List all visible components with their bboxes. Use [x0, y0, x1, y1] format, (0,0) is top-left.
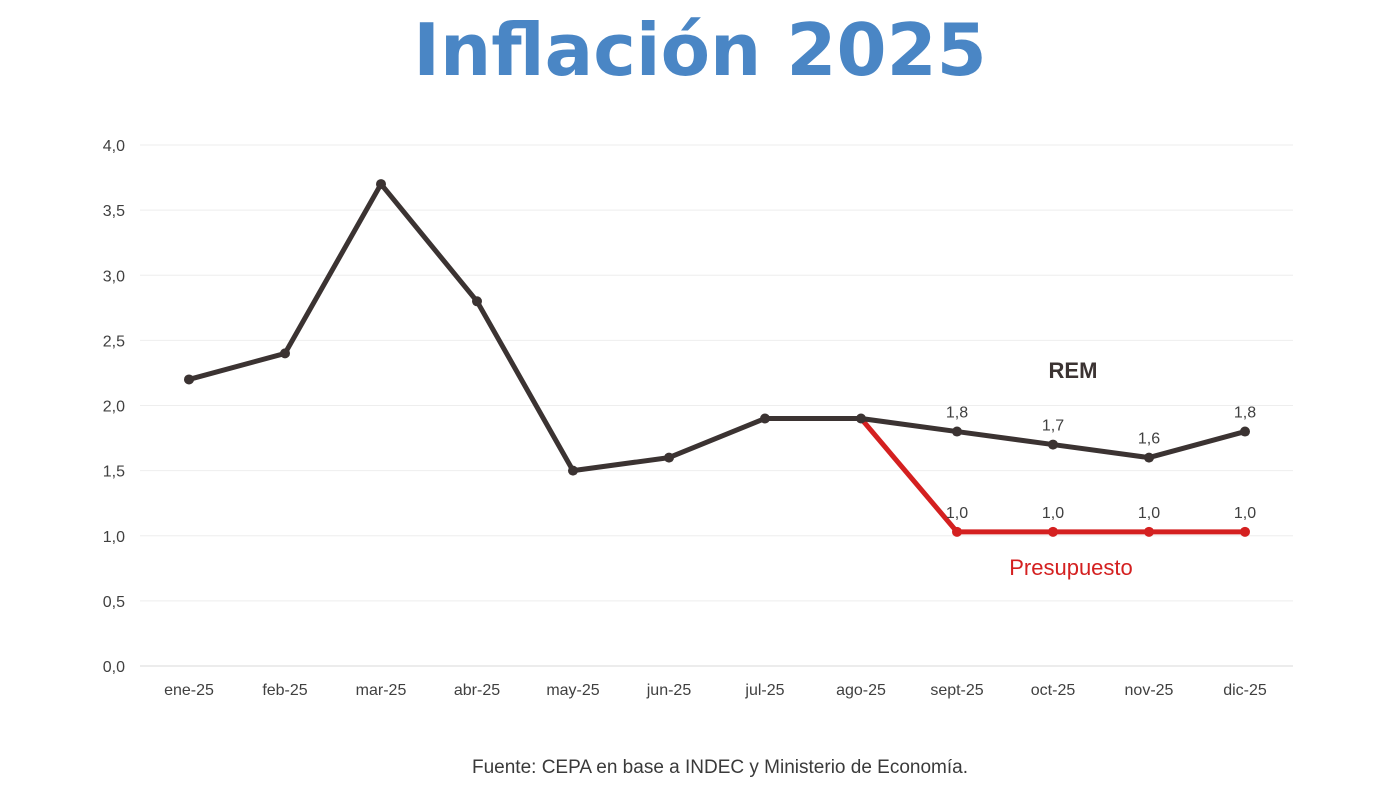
data-point-rem: [1144, 452, 1154, 463]
data-labels: 1,8 1,7 1,6 1,8 1,0 1,0 1,0 1,0: [946, 405, 1256, 522]
x-tick-label: ene-25: [164, 682, 214, 699]
x-tick-label: sept-25: [930, 682, 983, 699]
source-note: Fuente: CEPA en base a INDEC y Ministeri…: [472, 757, 968, 778]
x-tick-label: abr-25: [454, 682, 500, 699]
x-tick-label: mar-25: [356, 682, 407, 699]
x-tick-label: jul-25: [744, 682, 784, 699]
y-tick-label: 1,0: [103, 529, 125, 546]
y-tick-label: 2,5: [103, 333, 125, 350]
x-tick-label: feb-25: [262, 682, 307, 699]
data-label-rem: 1,7: [1042, 418, 1064, 435]
data-point-presupuesto: [1144, 526, 1154, 537]
data-point-rem: [472, 296, 482, 307]
series-line-rem: [186, 181, 1248, 474]
data-point-rem: [376, 179, 386, 190]
x-axis: ene-25 feb-25 mar-25 abr-25 may-25 jun-25 jul-…: [164, 682, 1267, 699]
y-tick-label: 1,5: [103, 464, 125, 481]
data-label-presupuesto: 1,0: [946, 505, 968, 522]
y-tick-label: 0,5: [103, 594, 125, 611]
y-tick-label: 3,5: [103, 203, 125, 220]
x-tick-label: may-25: [546, 682, 599, 699]
data-point-rem: [1048, 439, 1058, 450]
data-label-rem: 1,8: [946, 405, 968, 422]
data-point-rem: [184, 374, 194, 385]
y-tick-label: 2,0: [103, 399, 125, 416]
series-labels: REM Presupuesto: [1009, 358, 1133, 580]
x-tick-label: dic-25: [1223, 682, 1267, 699]
data-label-presupuesto: 1,0: [1234, 505, 1256, 522]
data-point-rem: [1240, 426, 1250, 437]
data-point-rem: [280, 348, 290, 359]
grid-lines: [140, 144, 1293, 667]
data-label-presupuesto: 1,0: [1042, 505, 1064, 522]
series-label-rem: REM: [1049, 358, 1098, 383]
data-label-rem: 1,8: [1234, 405, 1256, 422]
data-point-presupuesto: [952, 526, 962, 537]
series-points: [184, 179, 1250, 537]
y-axis: 0,0 0,5 1,0 1,5 2,0 2,5 3,0 3,5 4,0: [103, 138, 125, 676]
chart-title: Inflación 2025: [413, 8, 987, 92]
data-point-rem: [856, 413, 866, 424]
data-point-rem: [568, 465, 578, 476]
x-tick-label: oct-25: [1031, 682, 1076, 699]
y-tick-label: 3,0: [103, 268, 125, 285]
y-tick-label: 0,0: [103, 659, 125, 676]
y-tick-label: 4,0: [103, 138, 125, 155]
data-point-presupuesto: [1048, 526, 1058, 537]
data-point-rem: [664, 452, 674, 463]
data-point-rem: [760, 413, 770, 424]
data-label-rem: 1,6: [1138, 431, 1160, 448]
data-point-rem: [952, 426, 962, 437]
data-point-presupuesto: [1240, 526, 1250, 537]
series-label-presupuesto: Presupuesto: [1009, 555, 1133, 580]
x-tick-label: ago-25: [836, 682, 886, 699]
x-tick-label: nov-25: [1125, 682, 1174, 699]
data-label-presupuesto: 1,0: [1138, 505, 1160, 522]
x-tick-label: jun-25: [646, 682, 692, 699]
